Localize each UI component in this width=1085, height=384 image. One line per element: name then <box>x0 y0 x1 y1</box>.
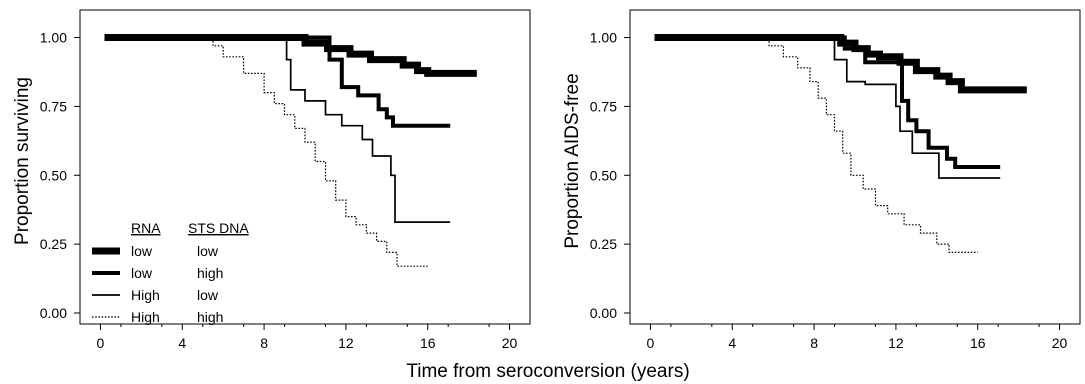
y-tick-label: 1.00 <box>590 30 617 46</box>
x-tick-label: 8 <box>260 335 268 351</box>
y-tick-label: 0.25 <box>40 236 67 252</box>
legend-header-sts-dna: STS DNA <box>188 220 249 236</box>
y-tick-label: 0.00 <box>590 305 617 321</box>
plot-frame <box>629 9 1081 325</box>
legend-sts-value: high <box>197 309 223 325</box>
series-line-solid <box>654 36 1001 179</box>
legend-sts-value: low <box>197 243 219 259</box>
series-line-thick-bold <box>654 34 1027 94</box>
x-tick-label: 16 <box>420 335 436 351</box>
series-line-solid <box>104 36 451 223</box>
y-tick-label: 0.25 <box>590 236 617 252</box>
legend-sts-value: low <box>197 287 219 303</box>
y-tick-label: 0.75 <box>40 98 67 114</box>
y-tick-label: 0.00 <box>40 305 67 321</box>
x-tick-label: 20 <box>502 335 518 351</box>
x-tick-label: 12 <box>888 335 904 351</box>
series-line-thick <box>654 35 1001 169</box>
legend-rna-value: low <box>131 265 153 281</box>
x-tick-label: 0 <box>647 335 655 351</box>
y-tick-label: 1.00 <box>40 30 67 46</box>
y-axis-label-survival: Proportion surviving <box>12 77 33 245</box>
y-axis-label-aids-free: Proportion AIDS-free <box>562 73 583 248</box>
plot-frame <box>79 9 531 325</box>
legend-header-rna: RNA <box>131 220 161 236</box>
x-tick-label: 4 <box>178 335 186 351</box>
y-tick-label: 0.50 <box>590 167 617 183</box>
x-tick-label: 16 <box>970 335 986 351</box>
legend-rna-value: High <box>131 309 160 325</box>
panel-aids-free: Proportion AIDS-free 0 4 8 12 16 20 0.00 0.25 0.… <box>562 9 1081 351</box>
panel-survival: Proportion surviving 0 4 8 12 16 20 0.00 0.25 0.… <box>12 9 531 351</box>
legend-rna-value: High <box>131 287 160 303</box>
shared-x-axis-label: Time from seroconversion (years) <box>406 361 689 382</box>
x-tick-label: 12 <box>338 335 354 351</box>
series-line-thick <box>104 35 451 128</box>
x-tick-label: 4 <box>728 335 736 351</box>
legend-rna-value: low <box>131 243 153 259</box>
legend-sts-value: high <box>197 265 223 281</box>
x-tick-label: 8 <box>810 335 818 351</box>
series-line-thick-bold <box>104 34 477 77</box>
y-tick-label: 0.75 <box>590 98 617 114</box>
y-tick-label: 0.50 <box>40 167 67 183</box>
legend: RNA STS DNA low low low high High low High high <box>92 220 249 325</box>
series-line-dotted <box>654 36 978 253</box>
x-tick-label: 0 <box>97 335 105 351</box>
x-tick-label: 20 <box>1052 335 1068 351</box>
